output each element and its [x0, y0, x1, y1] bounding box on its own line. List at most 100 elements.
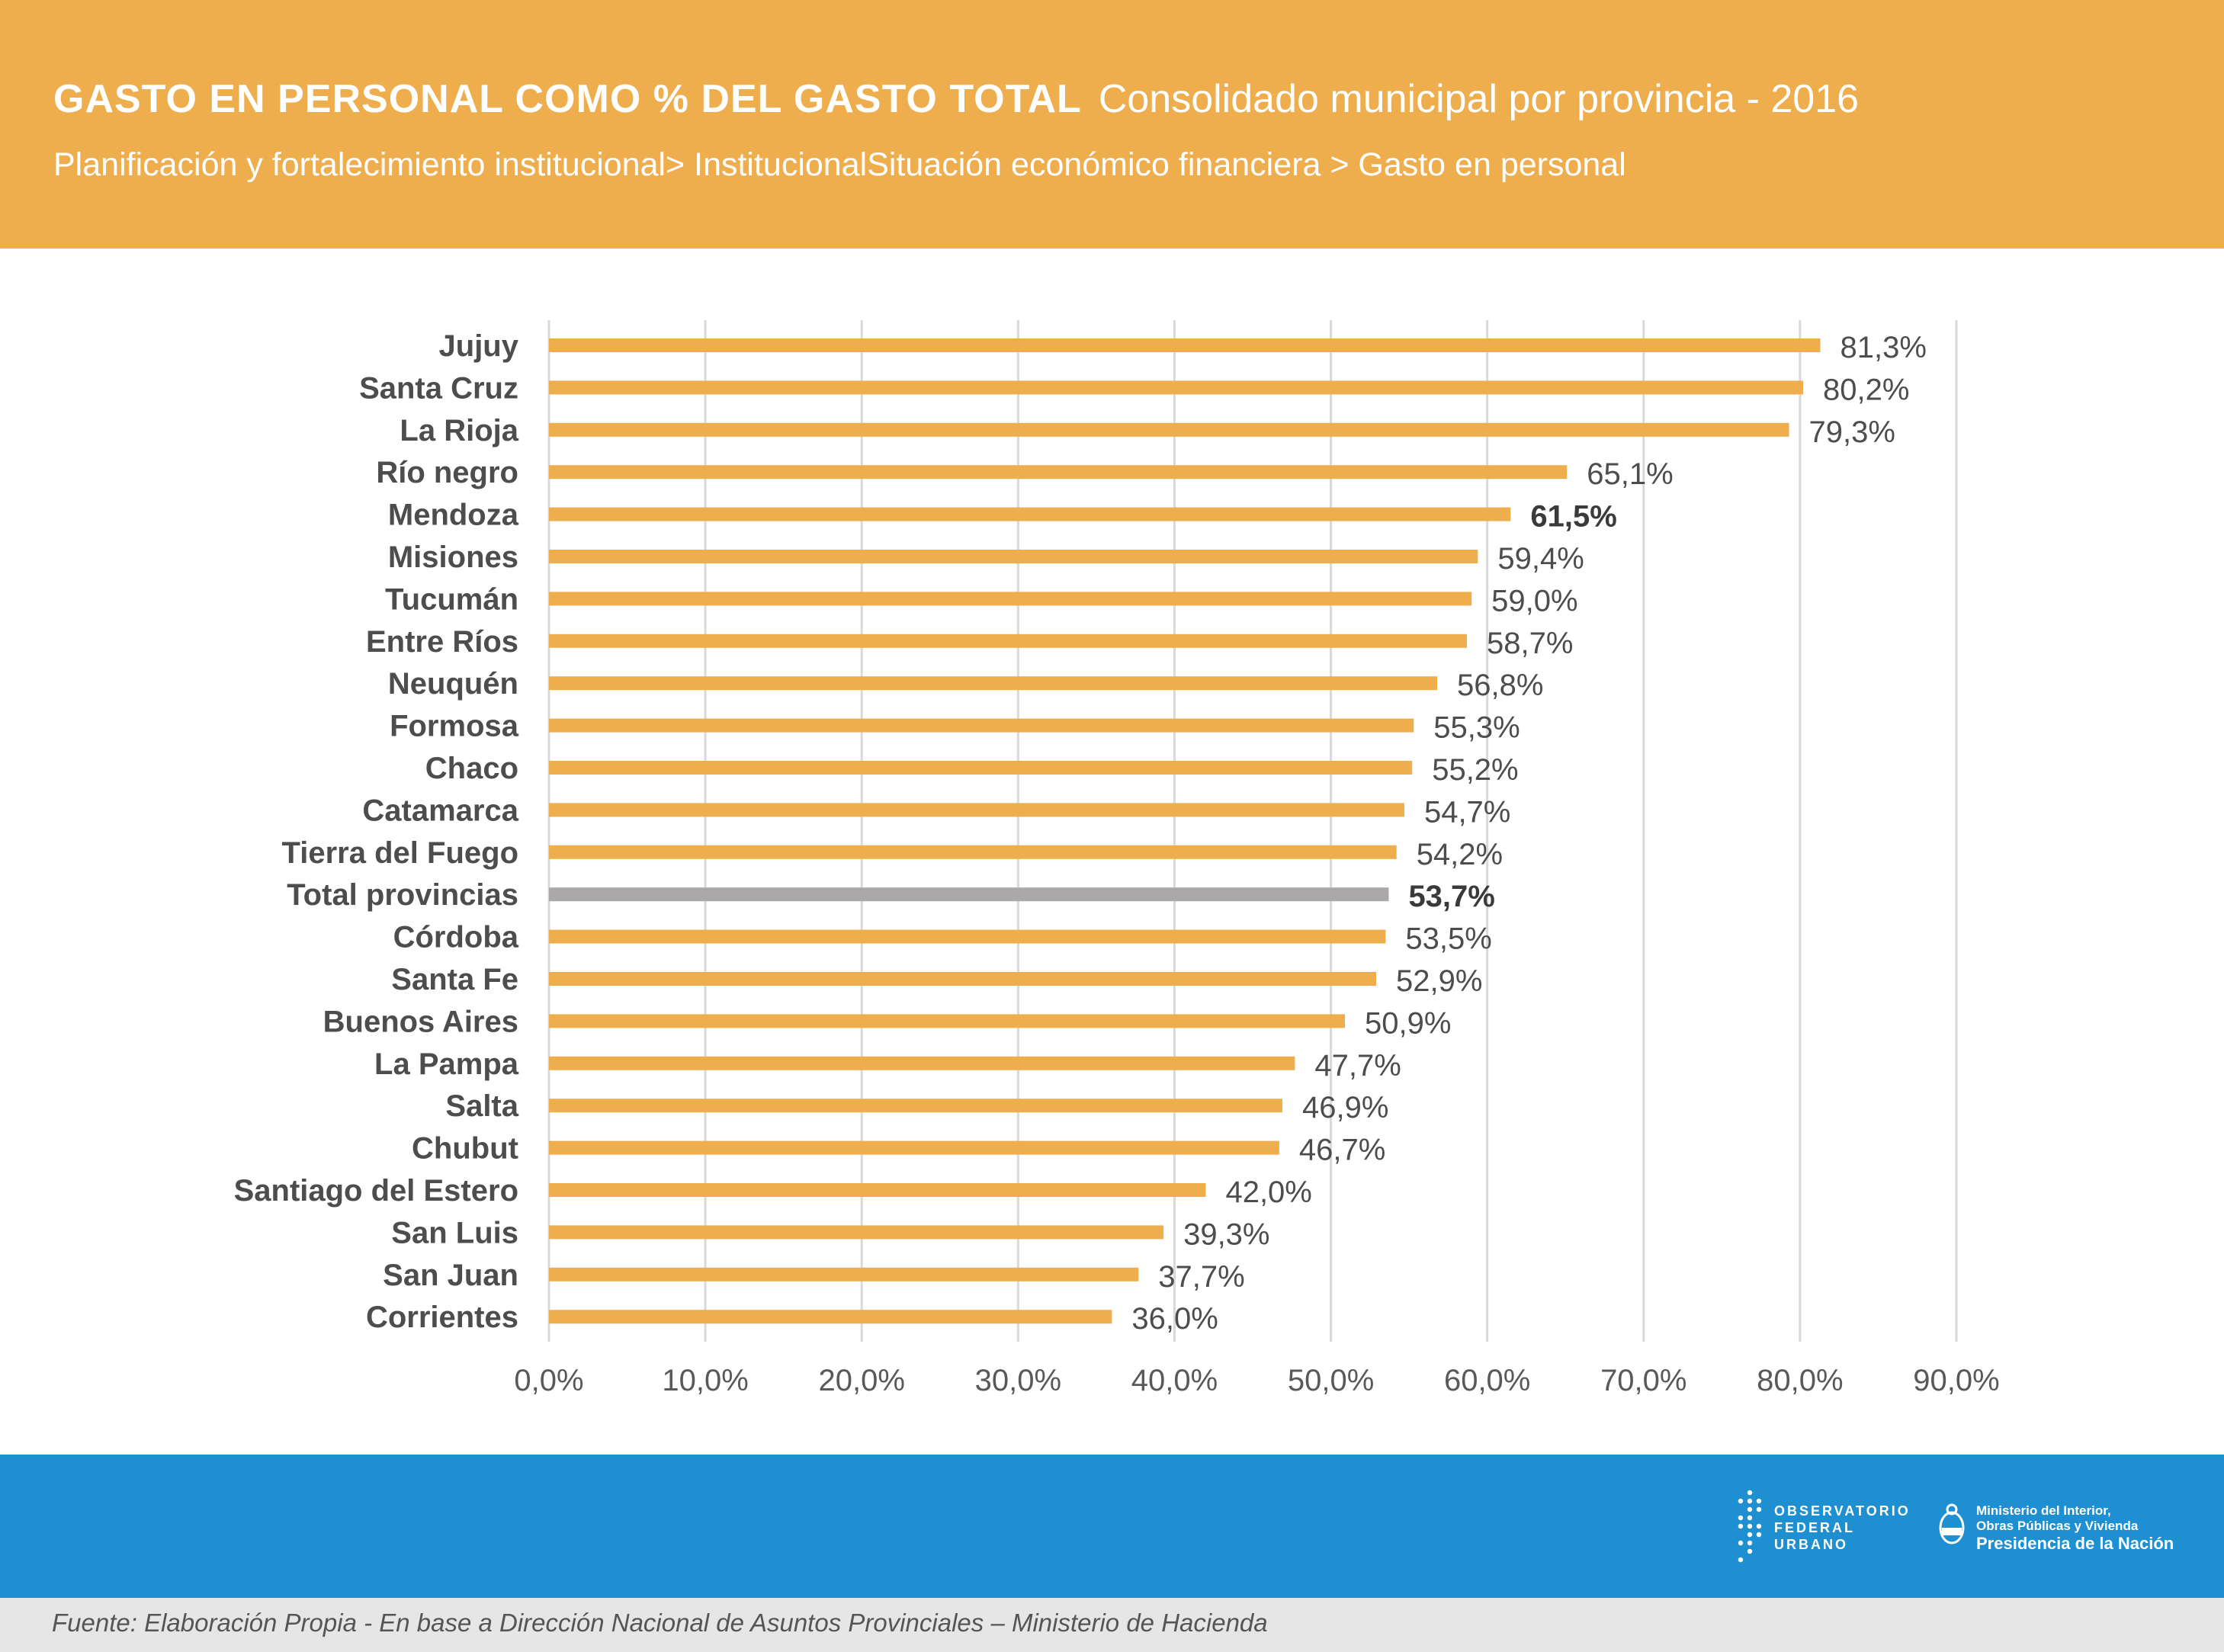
category-label: Santiago del Estero [234, 1174, 518, 1208]
category-label: Neuquén [388, 667, 518, 701]
category-label: Tierra del Fuego [282, 836, 518, 870]
category-label: Formosa [390, 710, 519, 743]
x-tick-label: 90,0% [1913, 1364, 1999, 1397]
x-tick-label: 40,0% [1131, 1364, 1218, 1397]
x-tick-label: 10,0% [662, 1364, 748, 1397]
category-label: Entre Ríos [366, 625, 518, 659]
bar [549, 929, 1386, 944]
bar [549, 676, 1438, 691]
bar [549, 592, 1472, 606]
value-label: 54,7% [1424, 795, 1510, 829]
logo-dot [1738, 1515, 1744, 1521]
logo-observatorio-line-2: FEDERAL [1774, 1520, 1855, 1535]
logo-dot [1747, 1490, 1753, 1496]
category-label: San Juan [383, 1259, 518, 1292]
category-label: Mendoza [388, 499, 519, 532]
bar [549, 1056, 1295, 1070]
value-label: 52,9% [1396, 964, 1482, 998]
bar [549, 803, 1404, 817]
value-label: 55,2% [1432, 753, 1518, 787]
x-tick-label: 70,0% [1600, 1364, 1686, 1397]
bar-chart: Jujuy Santa Cruz La Rioja Río negro Mendoza M… [234, 320, 2000, 1397]
title-main: GASTO EN PERSONAL COMO % DEL GASTO TOTAL [53, 77, 1082, 121]
grid-lines [547, 320, 1958, 1342]
logo-dot [1756, 1532, 1762, 1538]
x-tick-label: 0,0% [514, 1364, 583, 1397]
value-label: 58,7% [1487, 627, 1573, 660]
bar [549, 1140, 1279, 1155]
bar [549, 887, 1389, 902]
bar [549, 422, 1789, 437]
value-label: 46,7% [1299, 1134, 1385, 1167]
logo-dot [1747, 1540, 1753, 1546]
bar [549, 380, 1803, 395]
logo-dot [1747, 1506, 1753, 1512]
x-tick-label: 50,0% [1288, 1364, 1374, 1397]
logo-dot [1756, 1506, 1762, 1512]
logo-dot [1756, 1523, 1762, 1529]
bar [549, 634, 1468, 648]
value-label: 59,0% [1491, 584, 1577, 617]
category-label: San Luis [391, 1216, 518, 1249]
value-label: 47,7% [1314, 1049, 1401, 1083]
value-label: 36,0% [1131, 1302, 1218, 1336]
x-tick-labels: 0,0% 10,0% 20,0% 30,0% 40,0% 50,0% 60,0% 70,0% 8… [514, 1364, 1999, 1397]
category-label: Tucumán [385, 582, 518, 616]
logo-dot [1747, 1498, 1753, 1504]
footer-band: OBSERVATORIO FEDERAL URBANO Ministerio d… [0, 1455, 2224, 1598]
logo-ministerio-line-1: Ministerio del Interior, [1976, 1503, 2111, 1518]
bar [549, 550, 1478, 563]
category-label: Chubut [412, 1132, 518, 1166]
value-label: 65,1% [1587, 457, 1673, 491]
category-label: Corrientes [366, 1301, 518, 1334]
value-label: 54,2% [1417, 838, 1503, 871]
logo-dot [1738, 1557, 1744, 1563]
dot-matrix-icon [1738, 1490, 1762, 1563]
category-label: Misiones [388, 541, 518, 574]
category-label: Catamarca [362, 794, 518, 827]
logo-dot [1738, 1540, 1744, 1546]
category-labels: Jujuy Santa Cruz La Rioja Río negro Mendoza M… [234, 329, 519, 1334]
bar [549, 1267, 1139, 1282]
category-label: Santa Cruz [359, 371, 518, 405]
logo-dot [1747, 1523, 1753, 1529]
value-label: 46,9% [1302, 1091, 1388, 1124]
bar [549, 845, 1397, 859]
coat-of-arms-icon [1939, 1503, 1965, 1545]
value-label: 53,5% [1405, 922, 1491, 956]
category-label: Buenos Aires [323, 1005, 518, 1038]
value-label: 50,9% [1365, 1006, 1451, 1040]
bar [549, 507, 1511, 521]
value-label: 55,3% [1433, 711, 1520, 745]
bar [549, 1310, 1112, 1324]
logo-observatorio-line-1: OBSERVATORIO [1774, 1503, 1911, 1519]
value-label: 61,5% [1530, 500, 1616, 534]
x-tick-label: 30,0% [975, 1364, 1061, 1397]
bar [549, 1014, 1346, 1028]
observatorio-logo: OBSERVATORIO FEDERAL URBANO [1735, 1488, 1918, 1564]
category-label: Córdoba [393, 921, 519, 954]
value-label: 80,2% [1823, 373, 1909, 406]
x-tick-label: 80,0% [1757, 1364, 1843, 1397]
title-suffix: Consolidado municipal por provincia - 20… [1098, 77, 1860, 121]
value-label: 37,7% [1158, 1260, 1244, 1294]
category-label: La Pampa [374, 1047, 519, 1081]
x-tick-label: 60,0% [1444, 1364, 1530, 1397]
logo-dot [1747, 1532, 1753, 1538]
logo-dot [1738, 1523, 1744, 1529]
source-band: Fuente: Elaboración Propia - En base a D… [0, 1598, 2224, 1652]
bar [549, 972, 1377, 986]
value-labels: 81,3% 80,2% 79,3% 65,1% 61,5% 59,4% 59,0% 58,7%… [1131, 331, 1927, 1336]
source-note: Fuente: Elaboración Propia - En base a D… [52, 1609, 1268, 1637]
ministerio-logo: Ministerio del Interior, Obras Públicas … [1937, 1502, 2196, 1555]
logo-dot [1747, 1548, 1753, 1554]
category-label: Santa Fe [391, 963, 518, 996]
bar [549, 761, 1413, 775]
logo-dot [1738, 1498, 1744, 1504]
value-label: 56,8% [1457, 669, 1543, 702]
bars [549, 338, 1821, 1324]
category-label: Jujuy [439, 329, 519, 363]
value-label: 42,0% [1225, 1176, 1311, 1209]
value-label: 53,7% [1408, 880, 1494, 913]
logo-ministerio-line-2: Obras Públicas y Vivienda [1976, 1519, 2139, 1533]
